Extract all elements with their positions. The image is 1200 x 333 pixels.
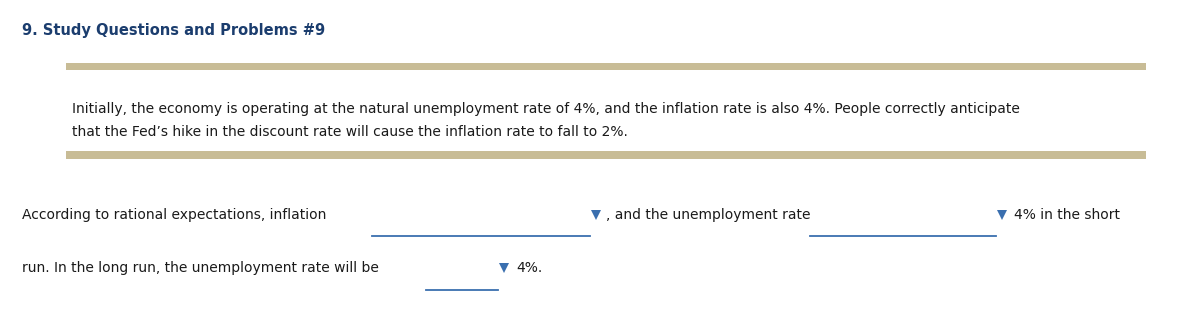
Text: that the Fed’s hike in the discount rate will cause the inflation rate to fall t: that the Fed’s hike in the discount rate… — [72, 125, 628, 139]
Bar — [66, 151, 1146, 159]
Text: run. In the long run, the unemployment rate will be: run. In the long run, the unemployment r… — [22, 261, 378, 275]
Bar — [66, 63, 1146, 70]
Text: 9. Study Questions and Problems #9: 9. Study Questions and Problems #9 — [22, 23, 325, 38]
Text: According to rational expectations, inflation: According to rational expectations, infl… — [22, 208, 326, 222]
Text: Initially, the economy is operating at the natural unemployment rate of 4%, and : Initially, the economy is operating at t… — [72, 102, 1020, 116]
Text: 4%.: 4%. — [516, 261, 542, 275]
Text: 4% in the short: 4% in the short — [1014, 208, 1120, 222]
Text: , and the unemployment rate: , and the unemployment rate — [606, 208, 810, 222]
